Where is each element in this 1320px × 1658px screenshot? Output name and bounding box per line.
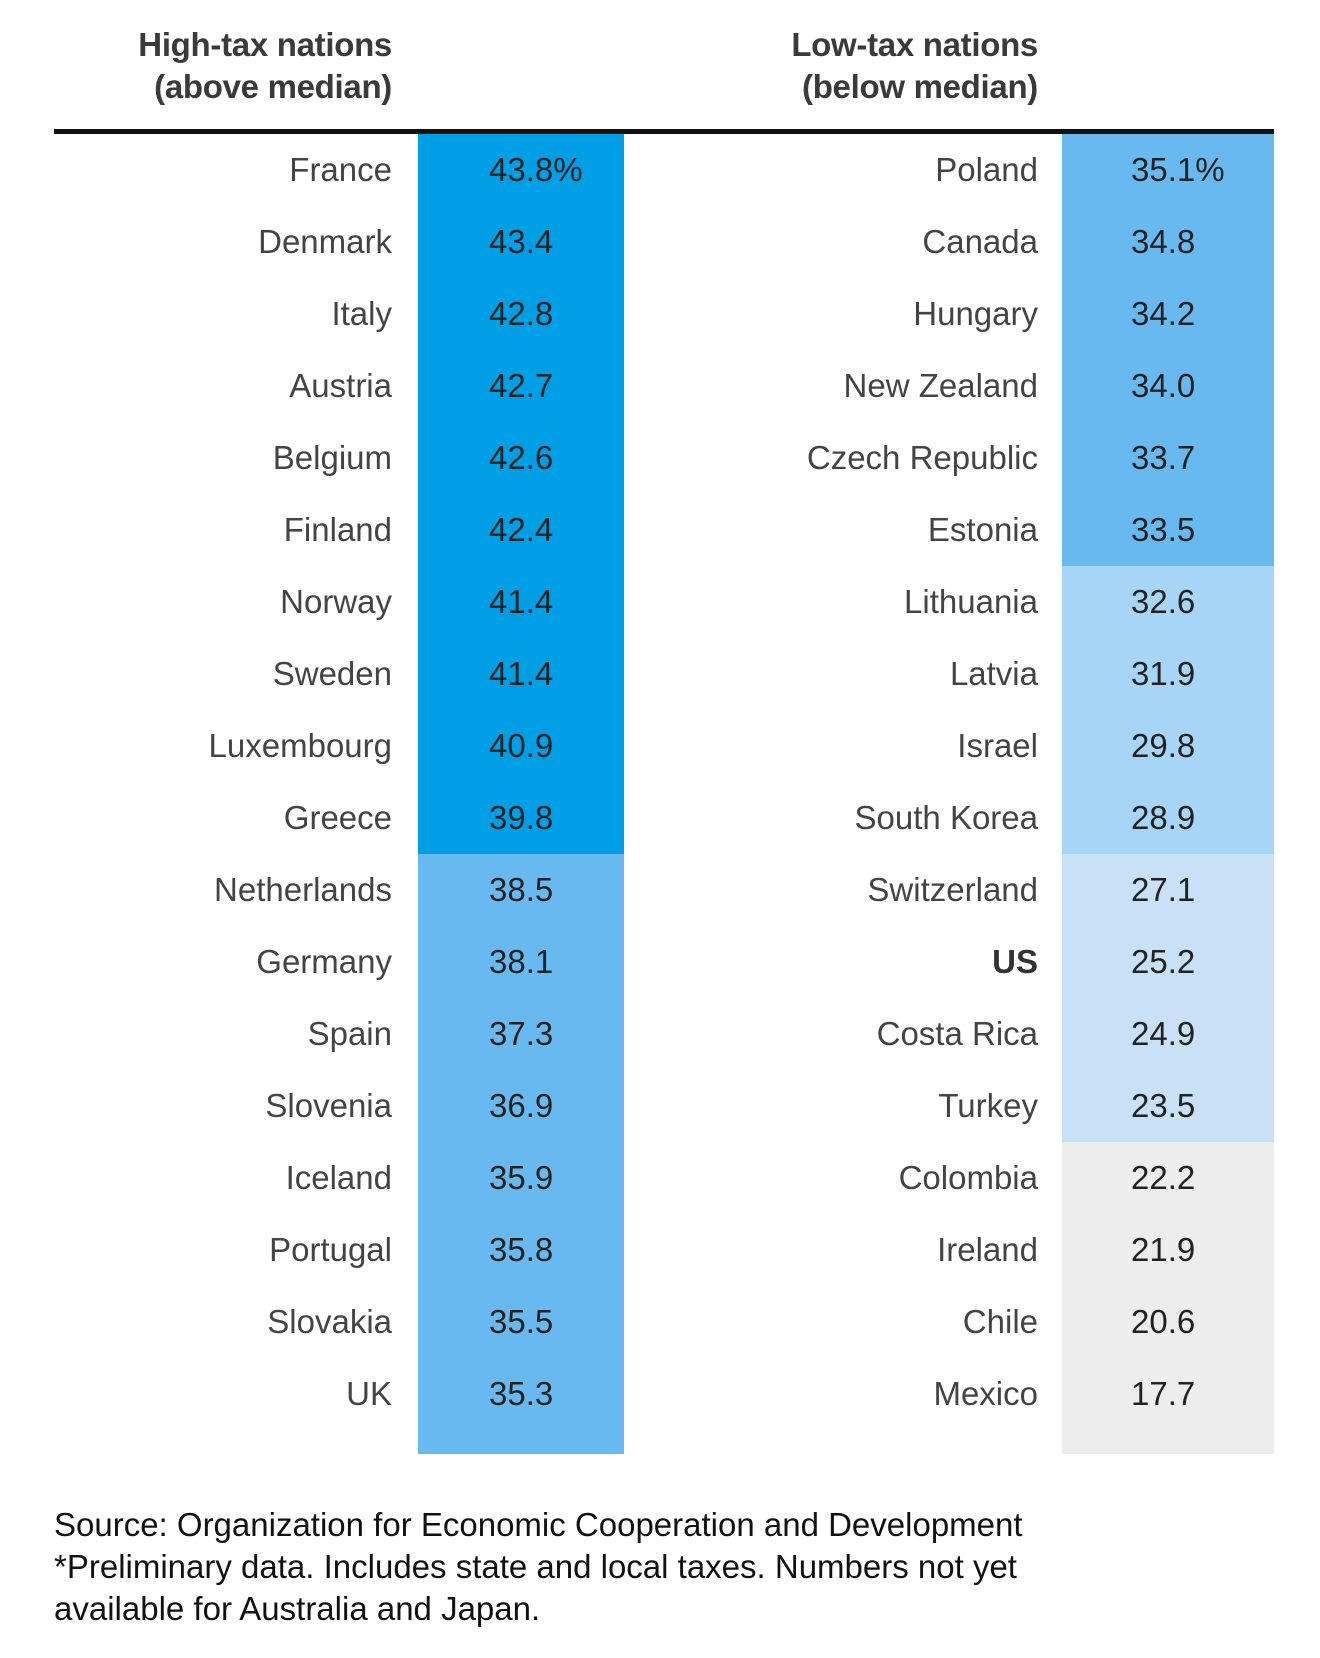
low-tax-value: 33.5 xyxy=(1131,511,1196,548)
low-tax-value: 34.0 xyxy=(1131,367,1196,404)
high-tax-value: 42.7 xyxy=(489,367,554,404)
low-tax-country: Israel xyxy=(957,727,1038,764)
high-tax-country: Slovenia xyxy=(265,1087,392,1124)
low-tax-country: Ireland xyxy=(937,1231,1038,1268)
high-tax-country: Denmark xyxy=(258,223,392,260)
low-tax-value: 29.8 xyxy=(1131,727,1196,764)
high-tax-country: Norway xyxy=(280,583,392,620)
low-tax-value: 25.2 xyxy=(1131,943,1196,980)
high-tax-value: 43.8% xyxy=(489,151,583,188)
low-tax-country: New Zealand xyxy=(843,367,1038,404)
source-line: Source: Organization for Economic Cooper… xyxy=(54,1506,1023,1543)
low-tax-country: Czech Republic xyxy=(806,439,1038,476)
high-tax-band-tier-2 xyxy=(418,854,624,1454)
low-tax-country: Switzerland xyxy=(867,871,1038,908)
high-tax-value: 42.8 xyxy=(489,295,554,332)
high-tax-country: Belgium xyxy=(272,439,392,476)
high-tax-country: Italy xyxy=(331,295,392,332)
header-rule xyxy=(54,129,1274,134)
low-tax-value: 23.5 xyxy=(1131,1087,1196,1124)
high-tax-value: 42.6 xyxy=(489,439,554,476)
high-tax-value: 38.1 xyxy=(489,943,554,980)
low-tax-country: Latvia xyxy=(949,655,1038,692)
low-tax-value: 17.7 xyxy=(1131,1375,1196,1412)
low-tax-country: Poland xyxy=(935,151,1038,188)
low-tax-header-line2: (below median) xyxy=(802,68,1038,105)
high-tax-value: 37.3 xyxy=(489,1015,554,1052)
low-tax-header-line1: Low-tax nations xyxy=(791,26,1038,63)
high-tax-value: 35.5 xyxy=(489,1303,554,1340)
low-tax-value: 21.9 xyxy=(1131,1231,1196,1268)
high-tax-value: 35.8 xyxy=(489,1231,554,1268)
high-tax-band-tier-1 xyxy=(418,134,624,854)
high-tax-value: 42.4 xyxy=(489,511,554,548)
high-tax-header: High-tax nations (above median) xyxy=(54,24,392,108)
low-tax-country: South Korea xyxy=(854,799,1038,836)
low-tax-country: Costa Rica xyxy=(876,1015,1038,1052)
low-tax-value: 32.6 xyxy=(1131,583,1196,620)
high-tax-country: Netherlands xyxy=(214,871,392,908)
high-tax-value: 40.9 xyxy=(489,727,554,764)
low-tax-country: Lithuania xyxy=(904,583,1038,620)
source-note: Source: Organization for Economic Cooper… xyxy=(54,1504,1274,1630)
high-tax-country: Luxembourg xyxy=(208,727,392,764)
high-tax-value: 36.9 xyxy=(489,1087,554,1124)
note-line-2: available for Australia and Japan. xyxy=(54,1590,541,1627)
low-tax-band-tier-2 xyxy=(1062,134,1274,566)
high-tax-value: 41.4 xyxy=(489,655,554,692)
low-tax-value: 34.8 xyxy=(1131,223,1196,260)
low-tax-value: 33.7 xyxy=(1131,439,1196,476)
low-tax-value: 20.6 xyxy=(1131,1303,1196,1340)
high-tax-value: 38.5 xyxy=(489,871,554,908)
low-tax-header: Low-tax nations (below median) xyxy=(640,24,1038,108)
high-tax-country: Greece xyxy=(283,799,392,836)
low-tax-band-tier-4 xyxy=(1062,854,1274,1142)
high-tax-country: Portugal xyxy=(269,1231,392,1268)
low-tax-country: Mexico xyxy=(933,1375,1038,1412)
low-tax-value: 34.2 xyxy=(1131,295,1196,332)
low-tax-country: Turkey xyxy=(938,1087,1038,1124)
low-tax-country: Colombia xyxy=(898,1159,1038,1196)
low-tax-value: 27.1 xyxy=(1131,871,1196,908)
high-tax-country: Spain xyxy=(307,1015,392,1052)
low-tax-value: 22.2 xyxy=(1131,1159,1196,1196)
low-tax-country: Estonia xyxy=(927,511,1038,548)
low-tax-value: 35.1% xyxy=(1131,151,1225,188)
high-tax-header-line2: (above median) xyxy=(154,68,392,105)
high-tax-country: Sweden xyxy=(272,655,392,692)
high-tax-value: 41.4 xyxy=(489,583,554,620)
high-tax-country: UK xyxy=(346,1375,392,1412)
low-tax-value: 31.9 xyxy=(1131,655,1196,692)
note-line-1: *Preliminary data. Includes state and lo… xyxy=(54,1548,1017,1585)
high-tax-value: 39.8 xyxy=(489,799,554,836)
high-tax-value: 35.9 xyxy=(489,1159,554,1196)
tax-table: High-tax nations (above median) Low-tax … xyxy=(54,24,1274,1454)
high-tax-header-line1: High-tax nations xyxy=(138,26,392,63)
low-tax-band-tier-3 xyxy=(1062,566,1274,854)
low-tax-value: 28.9 xyxy=(1131,799,1196,836)
low-tax-country: Chile xyxy=(962,1303,1038,1340)
high-tax-value: 35.3 xyxy=(489,1375,554,1412)
high-tax-country: Finland xyxy=(283,511,392,548)
low-tax-country: Canada xyxy=(922,223,1038,260)
low-tax-band-tier-5 xyxy=(1062,1142,1274,1454)
high-tax-value: 43.4 xyxy=(489,223,554,260)
high-tax-country: Slovakia xyxy=(267,1303,392,1340)
high-tax-country: France xyxy=(289,151,392,188)
low-tax-value: 24.9 xyxy=(1131,1015,1196,1052)
low-tax-country: US xyxy=(992,943,1038,980)
high-tax-country: Austria xyxy=(289,367,392,404)
high-tax-country: Germany xyxy=(256,943,392,980)
high-tax-country: Iceland xyxy=(285,1159,392,1196)
low-tax-country: Hungary xyxy=(913,295,1038,332)
